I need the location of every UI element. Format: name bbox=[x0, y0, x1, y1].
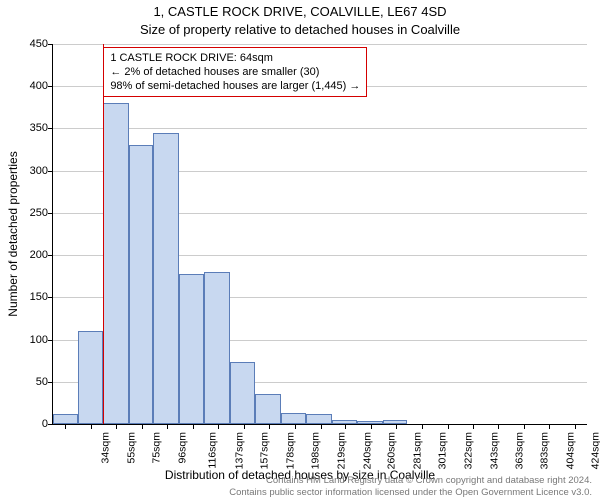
xtick-label: 198sqm bbox=[309, 432, 321, 469]
footer-attribution: Contains HM Land Registry data © Crown c… bbox=[229, 475, 592, 498]
xtick-mark bbox=[345, 424, 346, 429]
ytick-label: 0 bbox=[8, 418, 48, 430]
xtick-mark bbox=[91, 424, 92, 429]
xtick-mark bbox=[422, 424, 423, 429]
ytick-label: 50 bbox=[8, 376, 48, 388]
ytick-mark bbox=[48, 171, 53, 172]
xtick-mark bbox=[218, 424, 219, 429]
footer-line2: Contains public sector information licen… bbox=[229, 487, 592, 498]
xtick-mark bbox=[116, 424, 117, 429]
xtick-mark bbox=[295, 424, 296, 429]
histogram-bar bbox=[204, 272, 230, 424]
xtick-label: 219sqm bbox=[335, 432, 347, 469]
ytick-mark bbox=[48, 382, 53, 383]
xtick-label: 34sqm bbox=[100, 432, 112, 464]
ytick-mark bbox=[48, 213, 53, 214]
xtick-label: 137sqm bbox=[233, 432, 245, 469]
histogram-bar bbox=[383, 420, 408, 424]
ytick-mark bbox=[48, 86, 53, 87]
ytick-label: 250 bbox=[8, 207, 48, 219]
xtick-mark bbox=[448, 424, 449, 429]
xtick-label: 424sqm bbox=[589, 432, 600, 469]
chart-container: 1, CASTLE ROCK DRIVE, COALVILLE, LE67 4S… bbox=[0, 0, 600, 500]
xtick-mark bbox=[321, 424, 322, 429]
histogram-bar bbox=[153, 133, 179, 424]
xtick-mark bbox=[65, 424, 66, 429]
xtick-label: 96sqm bbox=[177, 432, 189, 464]
histogram-bar bbox=[78, 331, 103, 424]
xtick-mark bbox=[549, 424, 550, 429]
ytick-mark bbox=[48, 340, 53, 341]
xtick-label: 75sqm bbox=[151, 432, 163, 464]
xtick-mark bbox=[244, 424, 245, 429]
xtick-label: 383sqm bbox=[538, 432, 550, 469]
xtick-label: 116sqm bbox=[207, 432, 219, 469]
ytick-label: 200 bbox=[8, 249, 48, 261]
annotation-line3: 98% of semi-detached houses are larger (… bbox=[110, 79, 360, 93]
xtick-mark bbox=[269, 424, 270, 429]
ytick-mark bbox=[48, 255, 53, 256]
property-marker-line bbox=[103, 44, 104, 424]
xtick-mark bbox=[193, 424, 194, 429]
plot-area: 1 CASTLE ROCK DRIVE: 64sqm← 2% of detach… bbox=[52, 44, 587, 425]
ytick-mark bbox=[48, 424, 53, 425]
xtick-label: 55sqm bbox=[126, 432, 138, 464]
ytick-label: 350 bbox=[8, 122, 48, 134]
xtick-label: 363sqm bbox=[513, 432, 525, 469]
histogram-bar bbox=[103, 103, 129, 424]
gridline bbox=[53, 128, 587, 129]
xtick-label: 301sqm bbox=[437, 432, 449, 469]
ytick-label: 150 bbox=[8, 291, 48, 303]
footer-line1: Contains HM Land Registry data © Crown c… bbox=[229, 475, 592, 486]
histogram-bar bbox=[306, 414, 332, 424]
xtick-label: 322sqm bbox=[463, 432, 475, 469]
ytick-mark bbox=[48, 297, 53, 298]
xtick-mark bbox=[371, 424, 372, 429]
histogram-bar bbox=[179, 274, 204, 424]
xtick-mark bbox=[167, 424, 168, 429]
histogram-bar bbox=[129, 145, 154, 424]
xtick-label: 343sqm bbox=[489, 432, 501, 469]
xtick-mark bbox=[524, 424, 525, 429]
ytick-mark bbox=[48, 128, 53, 129]
histogram-bar bbox=[332, 420, 357, 424]
xtick-mark bbox=[142, 424, 143, 429]
chart-title-line2: Size of property relative to detached ho… bbox=[0, 22, 600, 37]
histogram-bar bbox=[230, 362, 255, 424]
annotation-box: 1 CASTLE ROCK DRIVE: 64sqm← 2% of detach… bbox=[103, 47, 367, 98]
xtick-mark bbox=[498, 424, 499, 429]
xtick-label: 260sqm bbox=[386, 432, 398, 469]
histogram-bar bbox=[255, 394, 281, 424]
histogram-bar bbox=[53, 414, 78, 424]
xtick-label: 178sqm bbox=[284, 432, 296, 469]
gridline bbox=[53, 44, 587, 45]
chart-title-line1: 1, CASTLE ROCK DRIVE, COALVILLE, LE67 4S… bbox=[0, 4, 600, 19]
ytick-mark bbox=[48, 44, 53, 45]
annotation-line2: ← 2% of detached houses are smaller (30) bbox=[110, 65, 360, 79]
xtick-mark bbox=[473, 424, 474, 429]
xtick-mark bbox=[396, 424, 397, 429]
xtick-label: 404sqm bbox=[564, 432, 576, 469]
xtick-label: 157sqm bbox=[258, 432, 270, 469]
xtick-label: 240sqm bbox=[361, 432, 373, 469]
histogram-bar bbox=[357, 421, 383, 424]
ytick-label: 400 bbox=[8, 80, 48, 92]
ytick-label: 300 bbox=[8, 165, 48, 177]
ytick-label: 450 bbox=[8, 38, 48, 50]
histogram-bar bbox=[281, 413, 306, 424]
xtick-mark bbox=[575, 424, 576, 429]
xtick-label: 281sqm bbox=[412, 432, 424, 469]
annotation-line1: 1 CASTLE ROCK DRIVE: 64sqm bbox=[110, 51, 360, 65]
ytick-label: 100 bbox=[8, 334, 48, 346]
